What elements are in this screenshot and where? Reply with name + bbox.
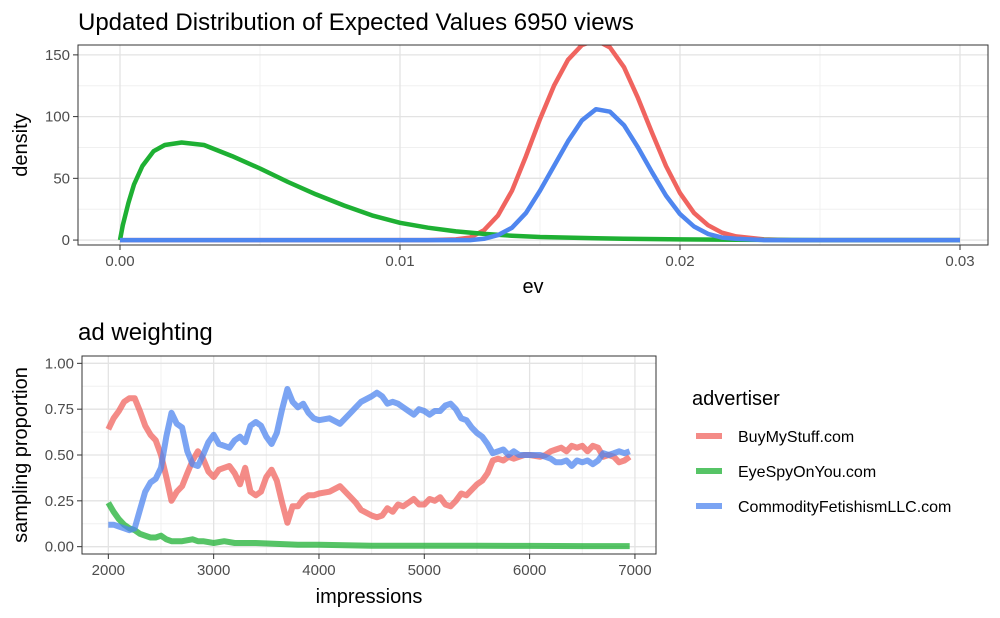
density-y-ticks: 0 50 100 150 [45,47,78,249]
density-x-axis-title: ev [522,276,543,298]
ad-weighting-y-tick-label: 0.00 [45,539,74,556]
density-chart-title: Updated Distribution of Expected Values … [78,9,634,36]
ad-weighting-title: ad weighting [78,319,213,346]
ad-weighting-y-tick-label: 0.50 [45,447,74,464]
density-x-tick-label: 0.00 [105,253,134,270]
density-y-tick-label: 50 [53,170,70,187]
ad-weighting-x-tick-label: 7000 [618,562,651,579]
ad-weighting-x-tick-label: 4000 [302,562,335,579]
ad-weighting-x-tick-label: 2000 [92,562,125,579]
ad-weighting-x-ticks: 2000 3000 4000 5000 6000 7000 [92,554,652,579]
density-x-tick-label: 0.01 [385,253,414,270]
legend-label-buymystuff-com: BuyMyStuff.com [738,429,854,446]
ad-weighting-chart: ad weighting 2000 3000 4000 5000 6000 7000 0.… [10,319,951,608]
ad-weighting-y-axis-title: sampling proportion [10,367,32,543]
density-series-line-eyespyonyou-com [117,140,960,243]
density-y-axis-title: density [10,113,32,176]
advertiser-legend: advertiser BuyMyStuff.com EyeSpyOnYou.com… [692,388,951,516]
ad-weighting-y-tick-label: 0.75 [45,401,74,418]
legend-label-eyespyonyou-com: EyeSpyOnYou.com [738,464,876,481]
density-series-line-buymystuff-com [120,45,960,243]
density-x-tick-label: 0.03 [945,253,974,270]
legend-items: BuyMyStuff.com EyeSpyOnYou.com CommodityFe… [696,429,951,516]
ad-weighting-y-tick-label: 0.25 [45,493,74,510]
ad-weighting-y-ticks: 0.00 0.25 0.50 0.75 1.00 [45,355,82,556]
density-y-tick-label: 100 [45,109,70,126]
density-series [117,45,960,243]
ad-weighting-series-line-commodityfetishismllc-com [108,386,631,534]
ad-weighting-x-tick-label: 6000 [513,562,546,579]
density-series-line-commodityfetishismllc-com [120,106,960,243]
density-y-tick-label: 0 [62,232,70,249]
density-x-ticks: 0.00 0.01 0.02 0.03 [105,245,975,270]
density-y-tick-label: 150 [45,47,70,64]
density-plot-panel [78,45,988,245]
density-chart: Updated Distribution of Expected Values … [10,9,989,298]
density-plot-border [77,44,989,246]
ad-weighting-y-tick-label: 1.00 [45,355,74,372]
density-x-tick-label: 0.02 [665,253,694,270]
legend-title: advertiser [692,388,780,410]
ad-weighting-x-tick-label: 3000 [197,562,230,579]
ad-weighting-series [105,386,632,550]
legend-label-commodityfetishismllc-com: CommodityFetishismLLC.com [738,499,951,516]
ad-weighting-x-tick-label: 5000 [408,562,441,579]
ad-weighting-x-axis-title: impressions [316,586,423,608]
